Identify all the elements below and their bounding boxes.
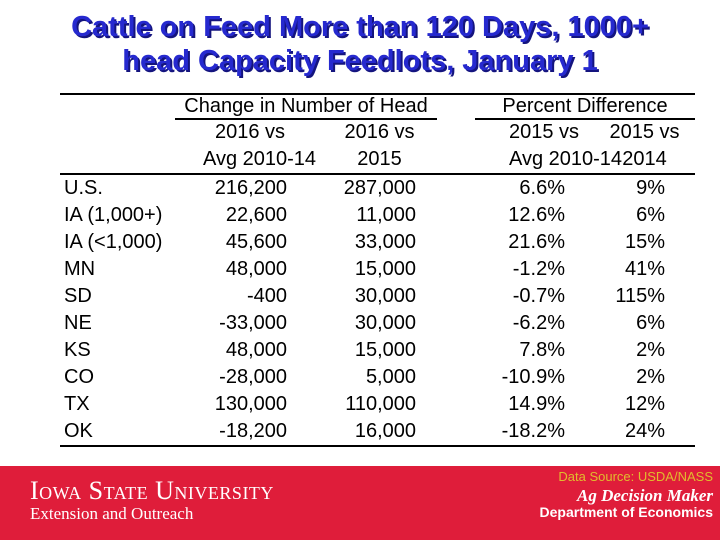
cell-value: -400: [246, 285, 287, 307]
data-source-note: Data Source: USDA/NASS: [558, 469, 713, 484]
column-header-3-line1: 2015 vs: [509, 121, 580, 143]
table-row: KS 48,000 15,000 7.8% 2%: [60, 337, 695, 364]
cell-value: -10.9%: [501, 366, 565, 388]
table-row: MN 48,000 15,000 -1.2% 41%: [60, 256, 695, 283]
table-row: IA (1,000+) 22,600 11,000 12.6% 6%: [60, 202, 695, 229]
cell-value: 30,000: [354, 312, 416, 334]
cell-value: 21.6%: [508, 231, 565, 253]
cell-value: 2%: [636, 339, 665, 361]
cell-value: -6.2%: [512, 312, 565, 334]
brand-title: Ag Decision Maker: [577, 486, 713, 505]
cell-value: -0.7%: [512, 285, 565, 307]
university-logo: Iowa State University Extension and Outr…: [30, 476, 274, 524]
footer-brand-block: Data Source: USDA/NASS Ag Decision Maker…: [540, 469, 713, 520]
table-body: U.S. 216,200 287,000 6.6% 9% IA (1,000+) 22,60…: [60, 175, 695, 445]
cell-value: 130,000: [214, 393, 287, 415]
cell-value: -18,200: [219, 420, 287, 442]
cell-value: -18.2%: [501, 420, 565, 442]
cell-value: 16,000: [354, 420, 416, 442]
slide-title-line1: Cattle on Feed More than 120 Days, 1000+: [71, 11, 649, 43]
table-rule-bottom: [60, 445, 695, 447]
cell-value: 22,600: [225, 204, 287, 226]
footer-banner: Iowa State University Extension and Outr…: [0, 466, 720, 540]
column-header-spacer: [60, 119, 175, 173]
table-row: SD -400 30,000 -0.7% 115%: [60, 283, 695, 310]
cell-value: 30,000: [354, 285, 416, 307]
cell-value: 6%: [636, 204, 665, 226]
column-header-4-line2: 2014: [622, 148, 667, 170]
cell-value: 15%: [624, 231, 665, 253]
column-header-3: 2015 vs Avg 2010-14: [424, 119, 623, 173]
column-header-2: 2016 vs 2015: [297, 119, 424, 173]
row-label: CO: [64, 366, 94, 388]
cell-value: -1.2%: [512, 258, 565, 280]
row-label: NE: [64, 312, 92, 334]
cell-value: 41%: [624, 258, 665, 280]
slide-title: Cattle on Feed More than 120 Days, 1000+…: [0, 10, 720, 78]
table-row: NE -33,000 30,000 -6.2% 6%: [60, 310, 695, 337]
column-header-1-line1: 2016 vs: [214, 121, 286, 143]
cell-value: 15,000: [354, 339, 416, 361]
row-label: IA (<1,000): [64, 231, 163, 253]
table-row: CO -28,000 5,000 -10.9% 2%: [60, 364, 695, 391]
row-label: U.S.: [64, 177, 103, 199]
cell-value: 6.6%: [519, 177, 565, 199]
cell-value: 14.9%: [508, 393, 565, 415]
row-label: IA (1,000+): [64, 204, 163, 226]
column-header-2-line2: 2015: [357, 148, 402, 170]
column-header-1-line2: Avg 2010-14: [203, 148, 317, 170]
group-header-percent: Percent Difference: [475, 95, 695, 120]
cell-value: 48,000: [225, 339, 287, 361]
table-row: IA (<1,000) 45,600 33,000 21.6% 15%: [60, 229, 695, 256]
cell-value: 12%: [624, 393, 665, 415]
table-row: TX 130,000 110,000 14.9% 12%: [60, 391, 695, 418]
group-header-gap: [437, 95, 475, 120]
table-group-header-row: Change in Number of Head Percent Differe…: [60, 95, 695, 120]
row-label: MN: [64, 258, 96, 280]
brand-subtitle: Department of Economics: [539, 504, 713, 520]
cell-value: 5,000: [365, 366, 416, 388]
table-row: OK -18,200 16,000 -18.2% 24%: [60, 418, 695, 445]
cell-value: -33,000: [219, 312, 287, 334]
row-label: TX: [64, 393, 90, 415]
university-logo-subtitle: Extension and Outreach: [30, 504, 194, 523]
cell-value: 115%: [615, 285, 665, 307]
table-rule-header-bottom: [60, 173, 695, 175]
cell-value: 48,000: [225, 258, 287, 280]
column-header-4: 2015 vs 2014: [572, 119, 695, 173]
row-label: SD: [64, 285, 92, 307]
row-label: OK: [64, 420, 93, 442]
group-header-change: Change in Number of Head: [175, 95, 437, 120]
university-logo-title: Iowa State University: [30, 476, 274, 505]
cell-value: 110,000: [345, 393, 416, 415]
cell-value: 287,000: [343, 177, 416, 199]
table-rule-top: [60, 93, 695, 95]
cell-value: 2%: [636, 366, 665, 388]
cell-value: -28,000: [219, 366, 287, 388]
column-header-3-line2: Avg 2010-14: [509, 148, 623, 170]
cell-value: 45,600: [225, 231, 287, 253]
column-header-2-line1: 2016 vs: [344, 121, 415, 143]
cell-value: 33,000: [354, 231, 416, 253]
cell-value: 15,000: [354, 258, 416, 280]
data-table: Change in Number of Head Percent Differe…: [60, 93, 695, 447]
slide-title-line2: head Capacity Feedlots, January 1: [122, 45, 598, 77]
column-header-1: 2016 vs Avg 2010-14: [175, 119, 317, 173]
table-column-header-row: 2016 vs Avg 2010-14 2016 vs 2015 2015 vs…: [60, 119, 695, 173]
cell-value: 9%: [636, 177, 665, 199]
row-label: KS: [64, 339, 91, 361]
table-row: U.S. 216,200 287,000 6.6% 9%: [60, 175, 695, 202]
column-header-4-line1: 2015 vs: [609, 121, 680, 143]
cell-value: 7.8%: [519, 339, 565, 361]
cell-value: 12.6%: [508, 204, 565, 226]
cell-value: 6%: [636, 312, 665, 334]
group-header-spacer: [60, 95, 175, 120]
cell-value: 11,000: [356, 204, 416, 226]
cell-value: 24%: [624, 420, 665, 442]
cell-value: 216,200: [214, 177, 287, 199]
